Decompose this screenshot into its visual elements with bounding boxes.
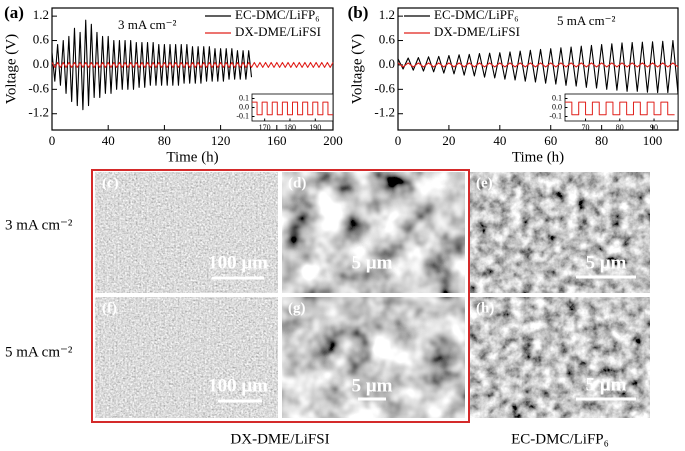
x-tick-label: 80: [616, 123, 624, 132]
x-tick-label: 200: [323, 133, 343, 148]
panel-label: (c): [102, 175, 119, 191]
inset-frame: [564, 93, 679, 122]
x-tick-label: 170: [259, 123, 271, 132]
y-tick-label: 0.0: [379, 56, 395, 71]
y-tick-label: 0.0: [33, 56, 49, 71]
panel-label: (d): [288, 175, 306, 191]
sem-image: [470, 172, 650, 293]
panel-label: (b): [348, 3, 369, 22]
y-tick-label: 0.6: [379, 32, 396, 47]
x-tick-label: 0: [49, 133, 56, 148]
scale-label: 5 μm: [586, 252, 627, 273]
x-tick-label: 80: [158, 133, 171, 148]
row-label: 5 mA cm⁻²: [5, 344, 73, 360]
y-tick-label: 0.1: [239, 93, 249, 102]
x-tick-label: 160: [267, 133, 287, 148]
data-line: [397, 62, 679, 68]
x-axis-label: Time (h): [512, 149, 564, 165]
column-label: DX-DME/LiFSI: [230, 431, 329, 447]
y-axis-label: Voltage (V): [3, 34, 19, 104]
data-line: [397, 39, 679, 94]
y-tick-label: -0.6: [374, 80, 395, 95]
column-label: EC-DMC/LiFP₆: [511, 431, 609, 447]
sem-image: [95, 172, 278, 293]
x-tick-label: 0: [395, 133, 402, 148]
x-tick-label: 180: [284, 123, 296, 132]
x-tick-label: 70: [582, 123, 590, 132]
y-tick-label: -0.6: [28, 80, 49, 95]
panel-label: (g): [288, 300, 306, 316]
y-tick-label: 1.2: [379, 7, 395, 22]
legend-label: EC-DMC/LiFP₆: [235, 7, 320, 22]
x-tick-label: 100: [643, 133, 663, 148]
sem-image: [95, 297, 278, 418]
x-tick-label: 20: [442, 133, 455, 148]
x-tick-label: 40: [102, 133, 115, 148]
data-line: [565, 101, 675, 116]
scale-label: 100 μm: [208, 252, 268, 273]
legend-label: EC-DMC/LiPF₆: [434, 7, 519, 22]
panel-label: (f): [102, 300, 117, 316]
data-line: [51, 61, 334, 68]
y-tick-label: -0.1: [236, 111, 249, 120]
data-line: [252, 101, 333, 116]
row-label: 3 mA cm⁻²: [5, 217, 73, 233]
y-tick-label: 1.2: [33, 7, 49, 22]
y-tick-label: -1.2: [28, 105, 49, 120]
y-tick-label: 0.0: [239, 102, 249, 111]
x-tick-label: 80: [595, 133, 608, 148]
scale-label: 5 μm: [586, 374, 627, 395]
highlight-box: [91, 169, 470, 423]
y-tick-label: -1.2: [374, 105, 395, 120]
sem-images: (c) (d) (e) (f) (g) (h) 100 μm 5 μm 5 μm…: [5, 169, 650, 447]
y-tick-label: 0.0: [552, 102, 562, 111]
x-tick-label: 120: [211, 133, 231, 148]
x-tick-label: 90: [650, 123, 658, 132]
panel-label: (h): [476, 300, 494, 316]
scale-label: 100 μm: [208, 375, 268, 396]
legend-label: DX-DME/LiFSI: [235, 24, 321, 39]
x-tick-label: 40: [493, 133, 506, 148]
y-tick-label: 0.6: [33, 32, 50, 47]
panel-label: (e): [476, 175, 493, 191]
legend-label: DX-DME/LiFSI: [434, 24, 520, 39]
annotation: 5 mA cm⁻²: [557, 13, 616, 28]
y-tick-label: -0.1: [549, 111, 562, 120]
panel-label: (a): [4, 3, 24, 22]
y-axis-label: Voltage (V): [349, 34, 365, 104]
x-axis-label: Time (h): [166, 149, 218, 165]
x-tick-label: 190: [309, 123, 321, 132]
scale-label: 5 μm: [352, 375, 393, 396]
scale-label: 5 μm: [352, 252, 393, 273]
x-tick-label: 60: [544, 133, 557, 148]
sem-image: [282, 172, 465, 293]
y-tick-label: 0.1: [552, 93, 562, 102]
annotation: 3 mA cm⁻²: [118, 17, 177, 32]
